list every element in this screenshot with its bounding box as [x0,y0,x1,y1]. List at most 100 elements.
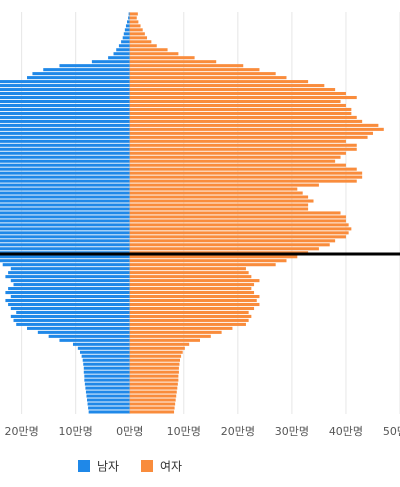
bar [129,382,178,386]
bar [0,147,130,151]
bar [129,211,341,215]
bar [129,326,233,330]
bar [87,402,130,406]
bar [129,68,260,72]
bar [0,219,130,223]
bar [0,155,130,159]
bar [129,342,190,346]
bar [129,199,314,203]
bar [129,16,137,20]
bar [59,64,130,68]
bar [0,123,130,127]
bar [129,24,141,28]
bar [129,147,357,151]
bar [88,410,130,414]
bar [0,151,130,155]
bar [129,370,179,374]
bar [129,127,384,131]
bar [129,279,260,283]
bar [82,358,130,362]
bar [129,247,319,251]
legend-swatch [78,460,90,472]
bar [129,231,349,235]
bar [129,215,346,219]
bar [129,334,211,338]
bar [129,111,352,115]
bar [85,390,130,394]
x-axis: 20만명 10만명 0만명 10만명 20만명 30만명 40만명 50만명 [4,425,400,438]
bar [129,56,195,60]
bar [129,64,244,68]
bar [0,135,130,139]
bar [129,179,357,183]
bar [0,175,130,179]
bar [129,52,179,56]
bar [129,155,341,159]
bar [129,390,177,394]
bar [0,139,130,143]
bar [129,271,249,275]
bar [0,80,130,84]
bar [129,263,276,267]
bar [0,103,130,108]
bar [0,179,130,183]
bar [10,294,130,299]
bar [43,68,130,72]
bar [129,28,143,32]
bar [129,115,357,119]
bar [129,203,309,207]
bar [129,287,252,291]
bar [10,267,130,271]
bar [129,123,379,127]
bar [129,302,260,307]
bar [0,143,130,147]
bar [129,366,179,370]
bar [129,207,309,211]
bar [0,119,130,123]
bar [108,56,130,60]
bar [0,159,130,163]
bar [129,40,152,44]
bar [0,211,130,215]
bar [129,175,363,179]
bar [128,12,130,16]
bar [122,36,130,40]
bar [13,318,130,322]
bar [121,40,130,44]
bar [129,239,336,243]
bar [129,346,185,350]
bar [84,378,130,382]
bar [0,127,130,131]
bar [129,195,309,199]
bar [127,20,130,24]
bar [87,398,130,402]
bar [123,32,130,36]
bars [0,12,384,414]
bar [129,183,319,187]
bar [129,76,287,80]
legend-label: 여자 [160,460,182,474]
bar [0,231,130,235]
bar [5,291,130,295]
bar [129,32,145,36]
bar [83,362,130,366]
bar [0,183,130,187]
x-tick-label: 40만명 [329,425,363,438]
bar [0,247,130,251]
x-tick-label: 0만명 [116,425,143,438]
bar [0,84,130,88]
bar [85,386,130,390]
bar [129,398,176,402]
bar [129,223,349,227]
bar [129,143,357,147]
bar [129,378,179,382]
bar [129,36,148,40]
bar [129,48,168,52]
bar [0,259,130,263]
bar [8,271,130,275]
bar [86,394,130,398]
legend-label: 남자 [97,460,119,474]
bar [116,48,130,52]
bar [129,402,176,406]
bar [129,219,346,223]
